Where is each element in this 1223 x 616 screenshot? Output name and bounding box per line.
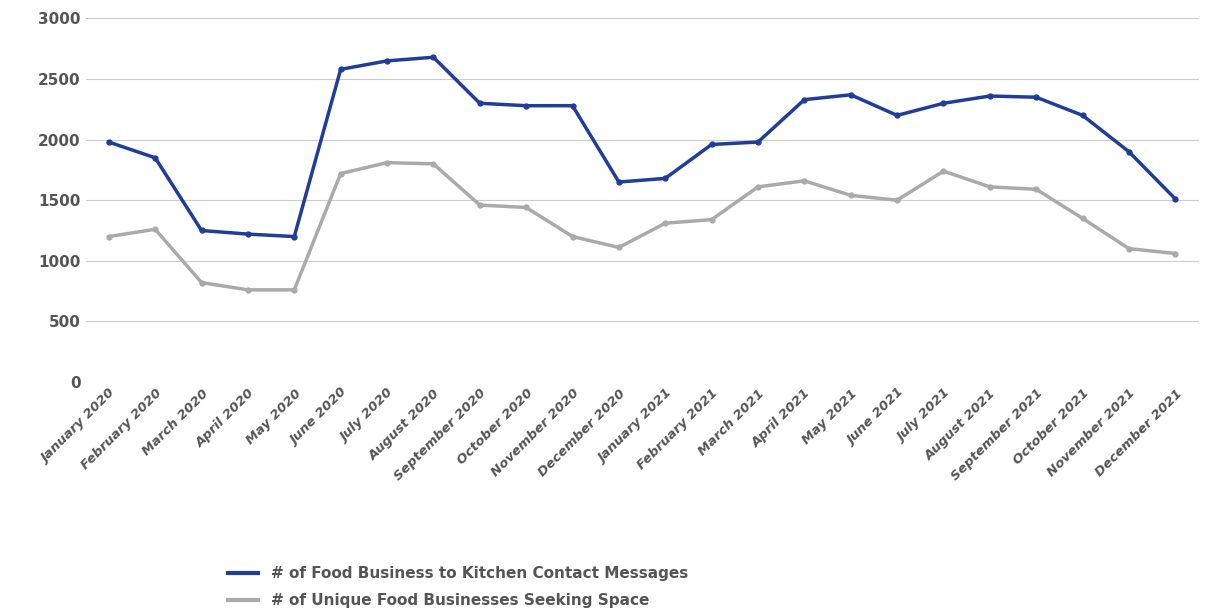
# of Food Business to Kitchen Contact Messages bbox=[844, 91, 859, 99]
# of Food Business to Kitchen Contact Messages bbox=[704, 141, 719, 148]
# of Unique Food Businesses Seeking Space bbox=[565, 233, 580, 240]
# of Unique Food Businesses Seeking Space bbox=[1075, 214, 1090, 222]
# of Food Business to Kitchen Contact Messages bbox=[194, 227, 209, 234]
# of Unique Food Businesses Seeking Space bbox=[658, 219, 673, 227]
# of Food Business to Kitchen Contact Messages bbox=[797, 96, 812, 103]
# of Unique Food Businesses Seeking Space bbox=[379, 159, 394, 166]
# of Food Business to Kitchen Contact Messages bbox=[1075, 111, 1090, 119]
# of Food Business to Kitchen Contact Messages bbox=[472, 100, 487, 107]
# of Food Business to Kitchen Contact Messages bbox=[658, 175, 673, 182]
# of Unique Food Businesses Seeking Space bbox=[797, 177, 812, 185]
# of Food Business to Kitchen Contact Messages bbox=[379, 57, 394, 65]
# of Unique Food Businesses Seeking Space bbox=[704, 216, 719, 223]
# of Unique Food Businesses Seeking Space bbox=[194, 279, 209, 286]
# of Food Business to Kitchen Contact Messages bbox=[519, 102, 533, 110]
# of Unique Food Businesses Seeking Space bbox=[102, 233, 116, 240]
# of Unique Food Businesses Seeking Space bbox=[148, 225, 163, 233]
# of Unique Food Businesses Seeking Space bbox=[936, 168, 950, 175]
# of Food Business to Kitchen Contact Messages bbox=[565, 102, 580, 110]
# of Food Business to Kitchen Contact Messages bbox=[148, 154, 163, 161]
# of Food Business to Kitchen Contact Messages bbox=[890, 111, 905, 119]
# of Food Business to Kitchen Contact Messages bbox=[751, 139, 766, 146]
# of Food Business to Kitchen Contact Messages bbox=[936, 100, 950, 107]
# of Unique Food Businesses Seeking Space bbox=[1121, 245, 1136, 253]
# of Unique Food Businesses Seeking Space bbox=[612, 244, 626, 251]
Line: # of Food Business to Kitchen Contact Messages: # of Food Business to Kitchen Contact Me… bbox=[106, 55, 1178, 239]
# of Food Business to Kitchen Contact Messages bbox=[1121, 148, 1136, 155]
# of Food Business to Kitchen Contact Messages bbox=[334, 66, 349, 73]
# of Food Business to Kitchen Contact Messages bbox=[612, 179, 626, 186]
# of Food Business to Kitchen Contact Messages bbox=[982, 92, 997, 100]
# of Unique Food Businesses Seeking Space bbox=[844, 192, 859, 199]
# of Unique Food Businesses Seeking Space bbox=[287, 286, 302, 294]
# of Food Business to Kitchen Contact Messages bbox=[426, 54, 440, 61]
# of Unique Food Businesses Seeking Space bbox=[472, 201, 487, 209]
Line: # of Unique Food Businesses Seeking Space: # of Unique Food Businesses Seeking Spac… bbox=[106, 160, 1178, 292]
# of Food Business to Kitchen Contact Messages bbox=[287, 233, 302, 240]
# of Food Business to Kitchen Contact Messages bbox=[1168, 195, 1183, 203]
# of Unique Food Businesses Seeking Space bbox=[1168, 250, 1183, 257]
Legend: # of Food Business to Kitchen Contact Messages, # of Unique Food Businesses Seek: # of Food Business to Kitchen Contact Me… bbox=[227, 566, 687, 609]
# of Unique Food Businesses Seeking Space bbox=[426, 160, 440, 168]
# of Unique Food Businesses Seeking Space bbox=[519, 204, 533, 211]
# of Food Business to Kitchen Contact Messages bbox=[241, 230, 256, 238]
# of Unique Food Businesses Seeking Space bbox=[1029, 185, 1043, 193]
# of Food Business to Kitchen Contact Messages bbox=[1029, 94, 1043, 101]
# of Unique Food Businesses Seeking Space bbox=[890, 197, 905, 204]
# of Unique Food Businesses Seeking Space bbox=[982, 183, 997, 190]
# of Food Business to Kitchen Contact Messages bbox=[102, 139, 116, 146]
# of Unique Food Businesses Seeking Space bbox=[334, 170, 349, 177]
# of Unique Food Businesses Seeking Space bbox=[241, 286, 256, 294]
# of Unique Food Businesses Seeking Space bbox=[751, 183, 766, 190]
